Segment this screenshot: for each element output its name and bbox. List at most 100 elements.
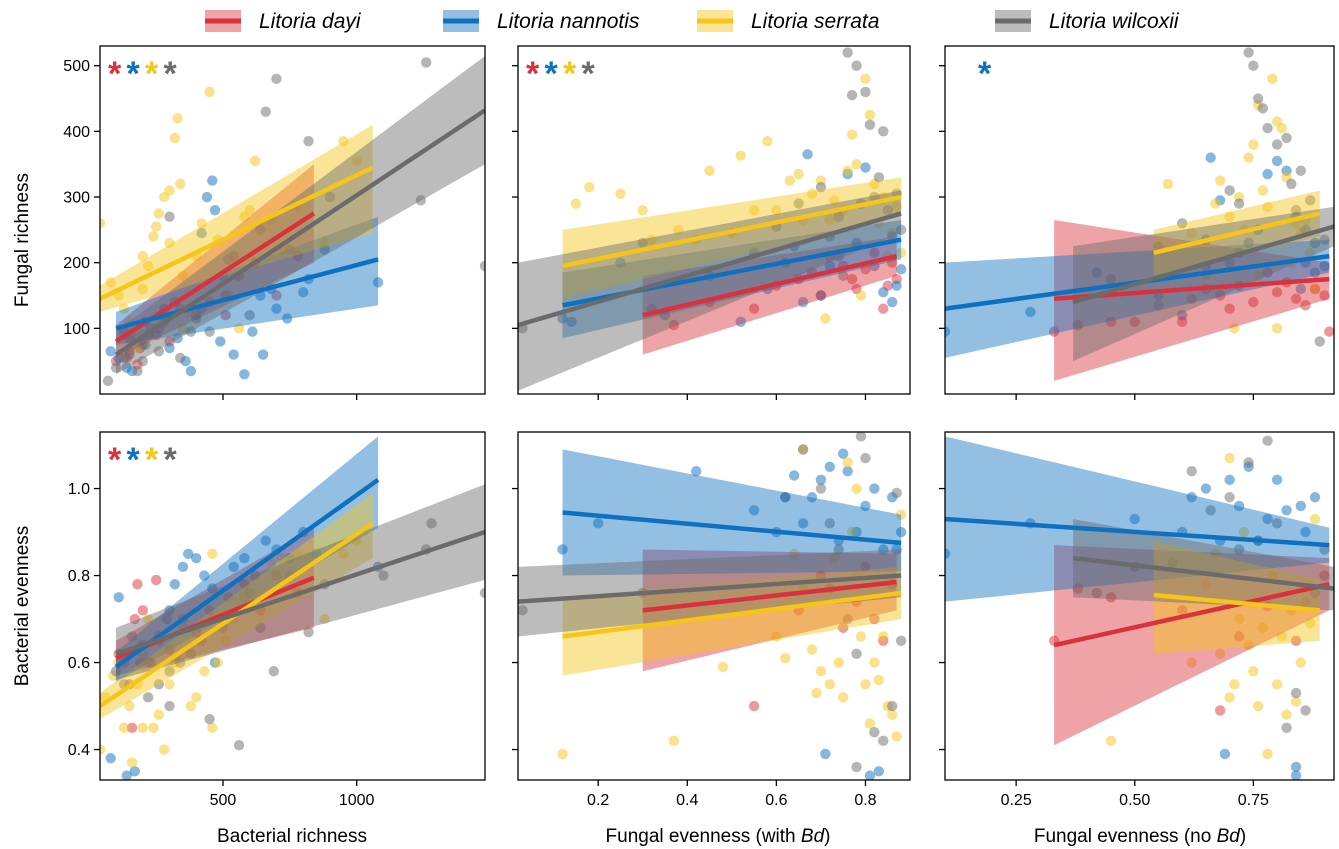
point-litoria-wilcoxii [204,713,215,725]
point-litoria-serrata [673,224,684,236]
point-litoria-dayi [239,579,250,590]
point-litoria-serrata [1229,323,1240,334]
point-litoria-wilcoxii [228,250,239,262]
point-litoria-dayi [1105,316,1117,327]
point-litoria-nannotis [615,257,626,268]
significance-star-litoria-wilcoxii: * [164,55,178,93]
point-litoria-wilcoxii [1186,465,1197,477]
point-litoria-nannotis [1290,761,1302,773]
y-tick-label: 0.8 [68,568,90,585]
point-litoria-nannotis [864,770,876,780]
point-litoria-wilcoxii [102,375,114,387]
point-litoria-wilcoxii [1105,273,1117,285]
point-litoria-serrata [806,644,818,655]
point-litoria-nannotis [284,552,296,564]
point-litoria-serrata [172,113,183,124]
fit-line-litoria-wilcoxii [518,211,902,328]
point-litoria-wilcoxii [132,365,143,377]
point-litoria-wilcoxii [855,432,867,442]
point-litoria-wilcoxii [1252,93,1264,104]
point-litoria-serrata [1281,709,1292,720]
point-litoria-serrata [837,692,849,703]
point-litoria-wilcoxii [1290,204,1302,216]
point-litoria-wilcoxii [1300,705,1311,716]
point-litoria-dayi [869,247,880,259]
point-litoria-dayi [150,574,162,586]
point-litoria-serrata [762,136,773,147]
fit-line-litoria-serrata [1153,592,1320,613]
point-litoria-wilcoxii [303,626,314,638]
point-litoria-nannotis [797,518,809,529]
point-litoria-nannotis [185,365,197,377]
point-litoria-serrata [1224,692,1235,703]
point-litoria-serrata [233,323,245,334]
point-litoria-wilcoxii [1281,132,1292,144]
point-litoria-wilcoxii [878,126,889,137]
point-litoria-wilcoxii [851,761,862,773]
x-tick-label: 0.25 [1001,792,1032,809]
point-litoria-nannotis [228,349,239,360]
point-litoria-serrata [212,657,223,668]
point-litoria-serrata [153,208,165,219]
point-litoria-serrata [1214,175,1226,186]
point-litoria-dayi [860,264,871,275]
point-litoria-serrata [860,73,871,85]
point-litoria-serrata [829,195,840,206]
point-litoria-serrata [177,323,189,334]
y-tick-label: 100 [63,321,90,338]
point-litoria-serrata [1224,452,1235,464]
significance-star-litoria-nannotis: * [545,55,559,93]
point-litoria-nannotis [886,296,898,308]
point-litoria-nannotis [1243,237,1254,249]
ci-band-litoria-wilcoxii [518,549,902,637]
fit-line-litoria-wilcoxii [1072,555,1334,591]
point-litoria-serrata [829,552,840,564]
point-litoria-nannotis [815,290,827,301]
point-litoria-nannotis [1186,492,1197,503]
point-litoria-serrata [1162,178,1174,190]
point-litoria-serrata [824,214,836,226]
point-litoria-wilcoxii [268,666,279,677]
point-litoria-wilcoxii [255,224,266,236]
point-litoria-nannotis [748,505,760,516]
point-litoria-dayi [1324,326,1334,337]
significance-star-litoria-nannotis: * [127,441,141,479]
point-litoria-serrata [1262,748,1273,760]
point-litoria-serrata [137,283,148,295]
point-litoria-serrata [338,136,349,147]
point-litoria-wilcoxii [244,310,255,321]
point-litoria-serrata [780,653,791,664]
x-tick-label: 0.4 [676,792,698,809]
point-litoria-wilcoxii [185,648,197,660]
ci-band-litoria-serrata [1153,540,1320,654]
point-litoria-wilcoxii [1233,198,1245,209]
point-litoria-wilcoxii [1224,185,1235,196]
point-litoria-wilcoxii [1281,722,1292,733]
point-litoria-nannotis [207,583,218,594]
point-litoria-wilcoxii [864,119,876,130]
point-litoria-dayi [1072,583,1084,594]
point-litoria-wilcoxii [869,726,880,738]
panel-fung_even_bd_vs_bact_even: 0.2 0.4 0.6 0.8 [512,431,911,809]
point-litoria-serrata [842,165,853,176]
panel-frame [517,431,911,781]
point-litoria-dayi [1319,570,1330,581]
point-litoria-nannotis [169,579,181,590]
point-litoria-serrata [788,548,800,559]
point-litoria-wilcoxii [303,136,314,147]
point-litoria-dayi [846,273,858,285]
ci-band-litoria-nannotis [562,220,902,339]
point-litoria-serrata [1243,639,1254,651]
significance-star-litoria-serrata: * [145,55,159,93]
point-litoria-wilcoxii [842,47,853,58]
point-litoria-nannotis [860,500,871,512]
point-litoria-nannotis [878,544,889,555]
point-litoria-dayi [1300,300,1311,311]
point-litoria-nannotis [196,227,207,239]
point-litoria-serrata [175,178,186,190]
fit-line-litoria-nannotis [945,516,1330,548]
significance-star-litoria-serrata: * [563,55,577,93]
point-litoria-nannotis [895,526,907,538]
point-litoria-nannotis [802,149,813,160]
point-litoria-serrata [142,613,154,625]
